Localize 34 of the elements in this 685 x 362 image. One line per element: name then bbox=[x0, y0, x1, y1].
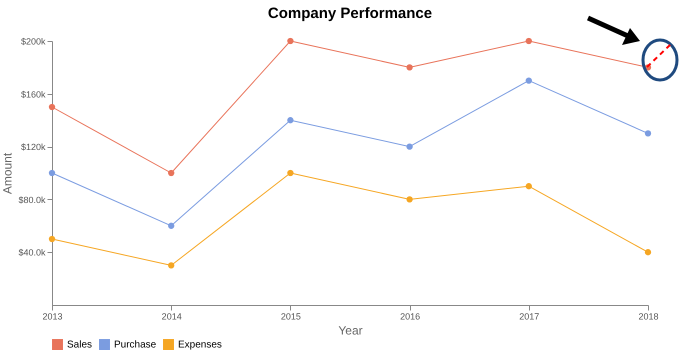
point bbox=[526, 183, 532, 190]
point bbox=[48, 236, 56, 242]
y-axis-title: Amount bbox=[0, 152, 14, 194]
chart-title: Company Performance bbox=[268, 5, 432, 22]
legend-label: Expenses bbox=[178, 340, 222, 351]
legend-label: Sales bbox=[67, 340, 92, 351]
point bbox=[644, 130, 652, 137]
x-tick-label: 2014 bbox=[162, 312, 182, 322]
point bbox=[48, 170, 56, 176]
legend-label: Purchase bbox=[114, 340, 157, 351]
x-axis-title: Year bbox=[338, 324, 363, 338]
point bbox=[287, 38, 294, 44]
point bbox=[526, 38, 532, 44]
x-tick-label: 2017 bbox=[519, 312, 540, 322]
y-tick-label: $120k bbox=[20, 142, 46, 152]
point bbox=[644, 249, 652, 256]
x-tick-label: 2015 bbox=[280, 312, 301, 322]
y-tick-label: $160k bbox=[20, 89, 46, 100]
point bbox=[526, 77, 532, 84]
point bbox=[406, 143, 413, 150]
point bbox=[287, 117, 294, 124]
x-tick-label: 2013 bbox=[42, 312, 63, 322]
y-tick-label: $80.0k bbox=[18, 194, 46, 205]
point bbox=[287, 170, 294, 176]
point bbox=[168, 262, 174, 269]
y-tick-label: $40.0k bbox=[18, 248, 46, 258]
point bbox=[168, 222, 174, 229]
point bbox=[406, 196, 413, 203]
point bbox=[48, 104, 56, 110]
y-tick-label: $200k bbox=[20, 36, 46, 46]
x-tick-label: 2016 bbox=[400, 312, 420, 322]
x-tick-label: 2018 bbox=[638, 312, 659, 322]
point bbox=[406, 64, 413, 71]
point bbox=[168, 170, 174, 176]
